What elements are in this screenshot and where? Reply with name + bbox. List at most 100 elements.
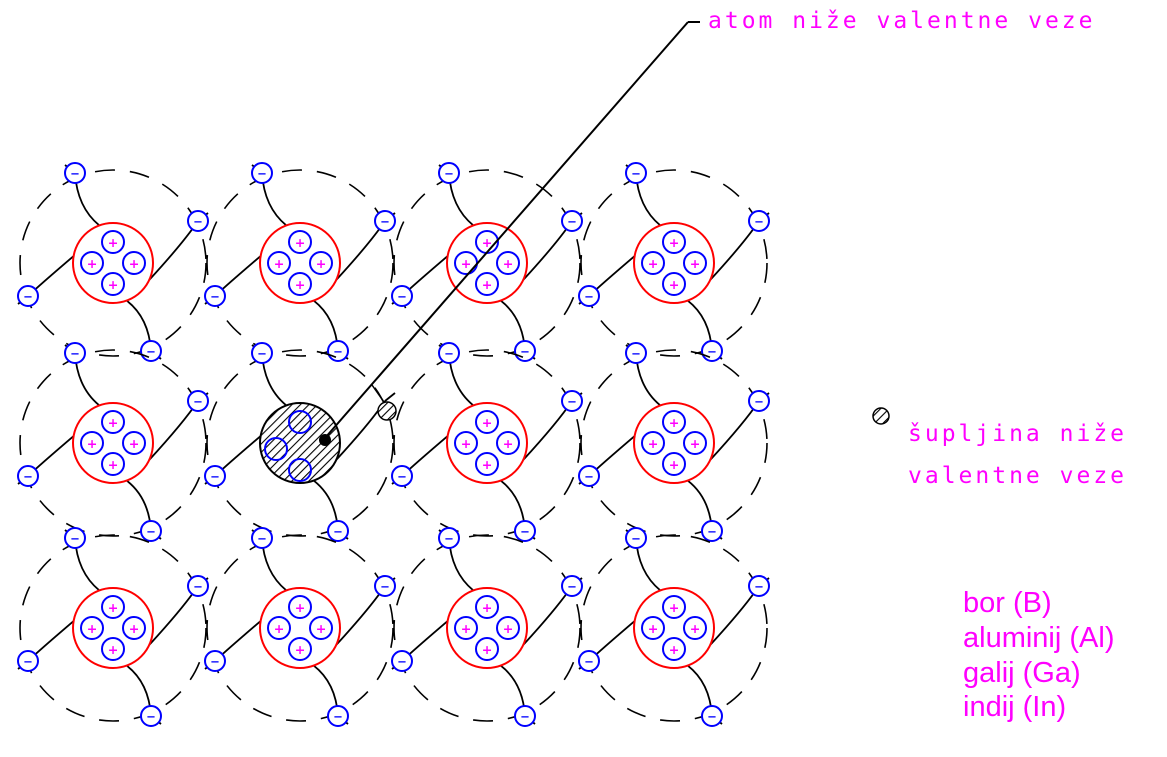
proton-sign: + [108,457,119,472]
atom: − − − − + + + + [204,527,396,727]
proton: + [683,251,707,275]
orbit-dashed-circle [580,534,768,722]
electron-sign: − [584,290,594,304]
proton-ring [662,637,686,661]
electron-ring [561,210,583,232]
proton-ring [683,431,707,455]
electron-sign: − [520,345,530,359]
proton-sign: + [108,600,119,615]
proton-ring [101,452,125,476]
proton-ring [288,272,312,296]
electron-sign: − [70,167,80,181]
electron: − [748,575,770,597]
nucleus-ring [446,402,528,484]
proton-ring [475,410,499,434]
electron-ring [64,527,86,549]
proton-sign: + [669,457,680,472]
proton-ring [475,452,499,476]
atom: − − − − + + + + [17,342,209,542]
electron: − [251,162,273,184]
orbit-dashed-circle [393,349,581,537]
electron: − [438,527,460,549]
electron-ring [438,527,460,549]
electron-sign: − [210,470,220,484]
electron-ring [701,520,723,542]
electron-sign: − [584,655,594,669]
electron-sign: − [70,532,80,546]
nucleus-ring [259,587,341,669]
electron-sign: − [23,470,33,484]
proton-ring [496,616,520,640]
proton-sign: + [108,415,119,430]
acceptor-element-list: bor (B) aluminij (Al) galij (Ga) indij (… [963,586,1114,725]
electron-ring [251,527,273,549]
electron-sign: − [193,215,203,229]
acceptor-atom: − − − [204,342,396,542]
proton: + [496,431,520,455]
bond-line [709,400,760,461]
proton-ring [309,616,333,640]
nucleus-ring [633,587,715,669]
electron: − [140,340,162,362]
electron-ring [625,162,647,184]
proton-sign: + [648,621,659,636]
atom: − − − − + + + + [578,527,770,727]
proton-sign: + [482,642,493,657]
electron: − [561,390,583,412]
proton: + [80,616,104,640]
electron-sign: − [707,345,717,359]
nucleus-ring [72,222,154,304]
electron: − [17,285,39,307]
proton-sign: + [503,256,514,271]
electron-ring [187,210,209,232]
proton-sign: + [274,621,285,636]
proton-sign: + [108,642,119,657]
electron-sign: − [210,655,220,669]
proton-ring [662,230,686,254]
proton-sign: + [295,235,306,250]
electron: − [561,575,583,597]
proton-sign: + [461,256,472,271]
electron-ring [251,162,273,184]
proton-sign: + [669,642,680,657]
element-item: aluminij (Al) [963,621,1115,654]
electron-sign: − [397,470,407,484]
lattice-group: − − − − + + + + − − − − + + + + − − − − + + + + − − − − + + + + − − − − + + + +… [17,162,770,727]
proton: + [475,230,499,254]
proton-sign: + [669,415,680,430]
acceptor-atom-label: atom niže valentne veze [708,8,1096,34]
proton: + [454,616,478,640]
proton-ring [101,410,125,434]
electron-sign: − [631,347,641,361]
proton: + [662,230,686,254]
proton [288,410,312,434]
proton-ring [122,251,146,275]
bond-line-tail [384,392,396,402]
proton-sign: + [108,235,119,250]
electron: − [391,650,413,672]
electron-ring [748,575,770,597]
electron: − [374,210,396,232]
atom: − − − − + + + + [17,162,209,362]
electron: − [204,650,226,672]
proton: + [641,251,665,275]
electron-ring [187,390,209,412]
proton-sign: + [316,621,327,636]
proton-sign: + [87,436,98,451]
electron-ring [327,705,349,727]
proton: + [475,595,499,619]
proton-sign: + [295,642,306,657]
electron: − [64,342,86,364]
electron: − [17,650,39,672]
proton-ring [496,251,520,275]
hole-symbol [377,401,397,421]
proton: + [641,616,665,640]
electron-sign: − [520,525,530,539]
nucleus-ring [72,587,154,669]
electron-ring [140,705,162,727]
element-item: galij (Ga) [963,656,1081,689]
electron-sign: − [193,395,203,409]
acceptor-nucleus [259,402,341,484]
nucleus-ring [633,222,715,304]
electron-ring [561,575,583,597]
